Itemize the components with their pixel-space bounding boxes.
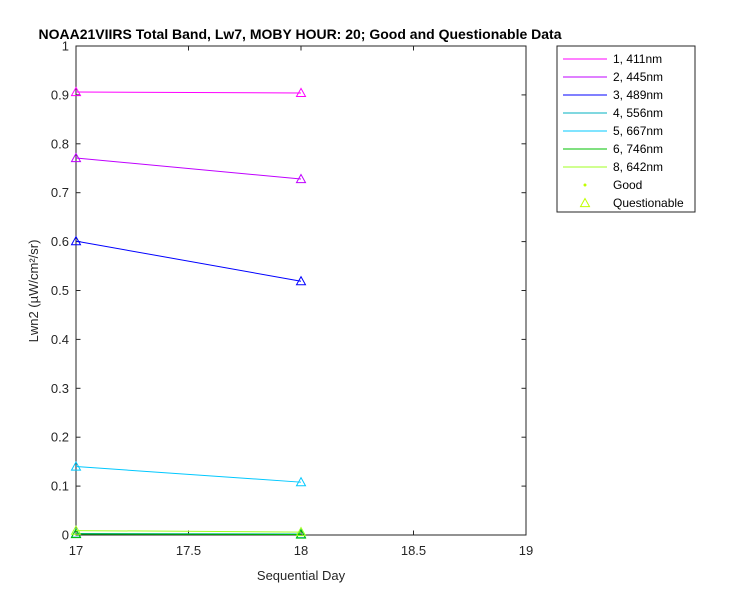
legend-marker-good	[583, 183, 587, 187]
legend-entry: 1, 411nm	[613, 52, 662, 66]
series-2	[70, 152, 307, 184]
data-point	[295, 476, 307, 487]
series-3	[70, 235, 307, 286]
legend-entry: 5, 667nm	[613, 124, 663, 138]
y-tick-label: 0	[62, 528, 69, 543]
series-line	[75, 91, 302, 94]
y-tick-label: 0.6	[51, 234, 69, 249]
data-point	[295, 528, 307, 539]
series-line	[75, 466, 302, 483]
data-point	[70, 235, 82, 246]
y-tick-label: 0.7	[51, 185, 69, 200]
x-tick-label: 18	[294, 543, 308, 558]
x-tick-label: 17	[69, 543, 83, 558]
x-axis-label: Sequential Day	[257, 568, 346, 583]
y-axis-label: Lwn2 (µW/cm²/sr)	[26, 240, 41, 343]
series-line	[75, 530, 302, 533]
legend-marker-questionable	[579, 197, 591, 208]
y-tick-label: 0.1	[51, 479, 69, 494]
x-tick-label: 18.5	[401, 543, 426, 558]
data-point	[295, 526, 307, 537]
data-point	[295, 87, 307, 98]
x-tick-label: 19	[519, 543, 533, 558]
plot-area	[75, 45, 527, 536]
y-tick-label: 0.8	[51, 136, 69, 151]
data-point	[70, 152, 82, 163]
legend-box	[556, 45, 696, 213]
y-tick-label: 0.5	[51, 283, 69, 298]
series-line	[75, 240, 302, 282]
data-point	[70, 461, 82, 471]
chart-title: NOAA21VIIRS Total Band, Lw7, MOBY HOUR: …	[39, 26, 562, 42]
legend-entry: 8, 642nm	[613, 160, 663, 174]
series-5	[70, 461, 307, 487]
x-tick-label: 17.5	[176, 543, 201, 558]
legend-entry: 6, 746nm	[613, 142, 663, 156]
data-point	[70, 528, 82, 539]
data-point	[70, 86, 82, 97]
series-line	[75, 157, 302, 180]
series-7	[70, 525, 307, 537]
data-point	[295, 173, 307, 184]
series-1	[70, 86, 307, 98]
y-tick-label: 1	[62, 39, 69, 54]
y-tick-label: 0.2	[51, 430, 69, 445]
series-group	[70, 86, 307, 539]
y-axis: 0 0.1 0.2 0.3 0.4 0.5 0.6 0.7 0.8 0.9 1	[51, 39, 526, 543]
series-6	[70, 528, 307, 539]
legend-entry: 3, 489nm	[613, 88, 663, 102]
y-tick-label: 0.3	[51, 381, 69, 396]
y-tick-label: 0.4	[51, 332, 69, 347]
legend: 1, 411nm 2, 445nm 3, 489nm 4, 556nm 5, 667nm…	[556, 45, 696, 213]
legend-entry: Questionable	[613, 196, 684, 210]
legend-entry: 4, 556nm	[613, 106, 663, 120]
data-point	[70, 525, 82, 535]
data-point	[295, 275, 307, 286]
y-tick-label: 0.9	[51, 87, 69, 102]
legend-entry: 2, 445nm	[613, 70, 663, 84]
legend-entry: Good	[613, 178, 642, 192]
